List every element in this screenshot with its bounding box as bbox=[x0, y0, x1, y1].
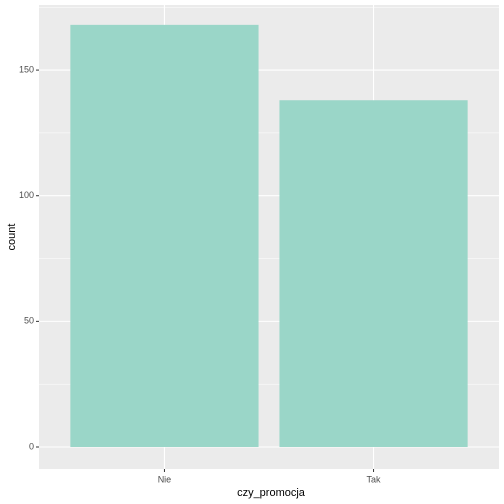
x-tick-label: Tak bbox=[367, 474, 382, 484]
y-tick-label: 100 bbox=[19, 190, 34, 200]
x-axis-label: czy_promocja bbox=[237, 487, 306, 499]
bar bbox=[279, 100, 468, 448]
y-tick-label: 0 bbox=[29, 441, 34, 451]
y-tick-label: 50 bbox=[24, 316, 34, 326]
y-axis-label: count bbox=[6, 224, 18, 251]
bar bbox=[70, 24, 259, 448]
y-tick-label: 150 bbox=[19, 64, 34, 74]
x-tick-label: Nie bbox=[158, 474, 172, 484]
